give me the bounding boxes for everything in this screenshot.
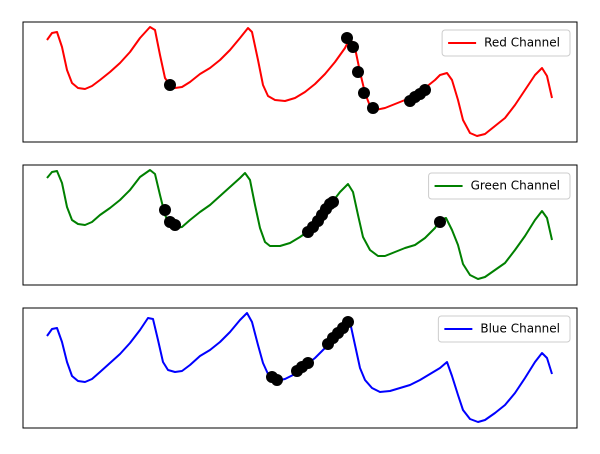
point	[367, 102, 379, 114]
line	[46, 169, 553, 280]
legend-label: Blue Channel	[480, 322, 560, 336]
point	[302, 357, 314, 369]
point	[169, 219, 181, 231]
subplot: Blue Channel	[22, 307, 578, 429]
axes-frame	[22, 21, 578, 143]
point	[159, 204, 171, 216]
legend-label: Red Channel	[484, 36, 560, 50]
point	[434, 216, 446, 228]
line	[46, 26, 553, 137]
axes-frame	[22, 164, 578, 286]
legend: Green Channel	[428, 172, 571, 200]
legend-label: Green Channel	[471, 179, 560, 193]
point	[342, 316, 354, 328]
point	[327, 196, 339, 208]
legend-box	[437, 315, 571, 343]
legend: Blue Channel	[437, 315, 571, 343]
point	[164, 79, 176, 91]
point	[419, 84, 431, 96]
point	[341, 32, 353, 44]
subplot: Green Channel	[22, 164, 578, 286]
legend-box	[441, 29, 571, 57]
legend: Red Channel	[441, 29, 571, 57]
point	[358, 87, 370, 99]
point	[271, 374, 283, 386]
point	[347, 41, 359, 53]
axes-frame	[22, 307, 578, 429]
point	[352, 66, 364, 78]
line	[46, 312, 553, 423]
legend-box	[428, 172, 571, 200]
subplot: Red Channel	[22, 21, 578, 143]
